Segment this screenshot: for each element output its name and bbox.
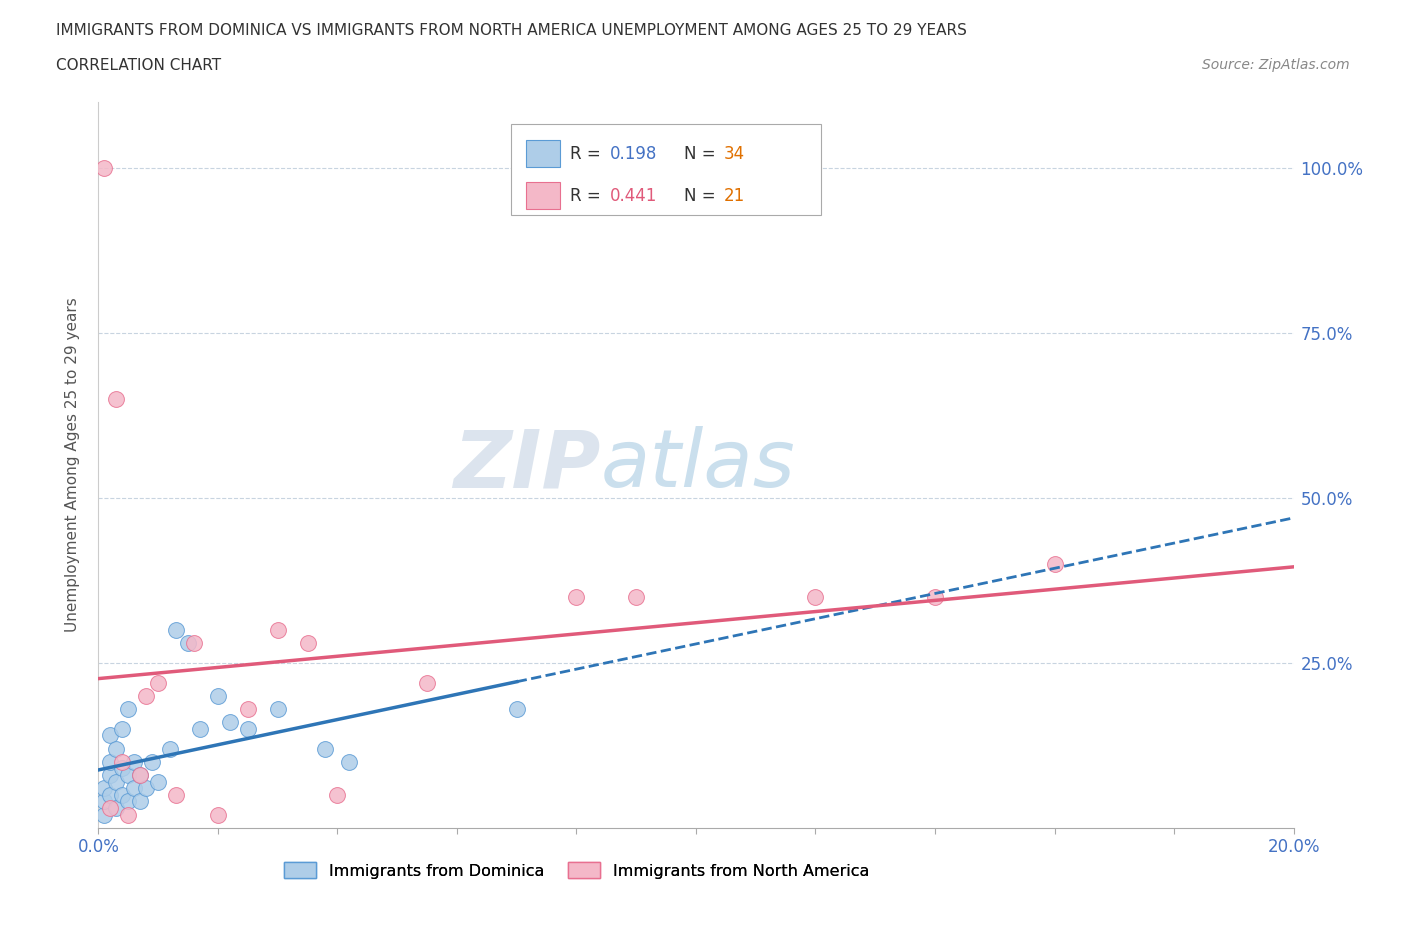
Point [117, 701, 139, 716]
Point [804, 590, 827, 604]
Point [267, 701, 290, 716]
Point [565, 590, 588, 604]
Point [129, 794, 152, 809]
Point [135, 780, 157, 795]
Point [506, 701, 529, 716]
Bar [526, 140, 560, 167]
Point [93, 807, 115, 822]
Point [105, 392, 128, 406]
Point [98, 754, 122, 769]
Point [207, 807, 229, 822]
Text: R =: R = [571, 145, 606, 164]
Text: N =: N = [685, 187, 721, 206]
Point [219, 715, 242, 730]
Point [129, 767, 152, 782]
Point [117, 807, 139, 822]
Point [326, 788, 349, 803]
Point [93, 794, 115, 809]
Point [111, 754, 134, 769]
Point [159, 741, 181, 756]
Text: 0.198: 0.198 [610, 145, 657, 164]
Point [177, 635, 200, 650]
Y-axis label: Unemployment Among Ages 25 to 29 years: Unemployment Among Ages 25 to 29 years [65, 298, 80, 632]
Point [93, 780, 115, 795]
Text: Source: ZipAtlas.com: Source: ZipAtlas.com [1202, 58, 1350, 72]
Point [297, 635, 319, 650]
FancyBboxPatch shape [510, 124, 821, 215]
Point [124, 754, 146, 769]
Text: 0.441: 0.441 [610, 187, 657, 206]
Point [135, 688, 157, 703]
Point [98, 801, 122, 816]
Point [148, 675, 170, 690]
Point [98, 767, 122, 782]
Point [183, 635, 205, 650]
Bar [526, 181, 560, 209]
Text: N =: N = [685, 145, 721, 164]
Point [315, 741, 337, 756]
Point [105, 774, 128, 789]
Point [105, 801, 128, 816]
Text: atlas: atlas [600, 426, 796, 504]
Point [339, 754, 361, 769]
Point [111, 761, 134, 776]
Text: 34: 34 [724, 145, 745, 164]
Point [416, 675, 439, 690]
Point [117, 767, 139, 782]
Point [165, 788, 187, 803]
Point [98, 788, 122, 803]
Point [105, 741, 128, 756]
Point [129, 767, 152, 782]
Point [141, 754, 163, 769]
Point [111, 722, 134, 737]
Point [1043, 556, 1066, 571]
Point [93, 161, 115, 176]
Point [188, 722, 211, 737]
Point [236, 722, 259, 737]
Point [111, 788, 134, 803]
Legend: Immigrants from Dominica, Immigrants from North America: Immigrants from Dominica, Immigrants fro… [277, 856, 876, 885]
Point [236, 701, 259, 716]
Point [267, 622, 290, 637]
Text: IMMIGRANTS FROM DOMINICA VS IMMIGRANTS FROM NORTH AMERICA UNEMPLOYMENT AMONG AGE: IMMIGRANTS FROM DOMINICA VS IMMIGRANTS F… [56, 23, 967, 38]
Text: 21: 21 [724, 187, 745, 206]
Point [117, 794, 139, 809]
Point [98, 728, 122, 743]
Text: R =: R = [571, 187, 606, 206]
Point [124, 780, 146, 795]
Point [148, 774, 170, 789]
Point [165, 622, 187, 637]
Point [626, 590, 648, 604]
Point [207, 688, 229, 703]
Point [924, 590, 946, 604]
Text: CORRELATION CHART: CORRELATION CHART [56, 58, 221, 73]
Text: ZIP: ZIP [453, 426, 600, 504]
